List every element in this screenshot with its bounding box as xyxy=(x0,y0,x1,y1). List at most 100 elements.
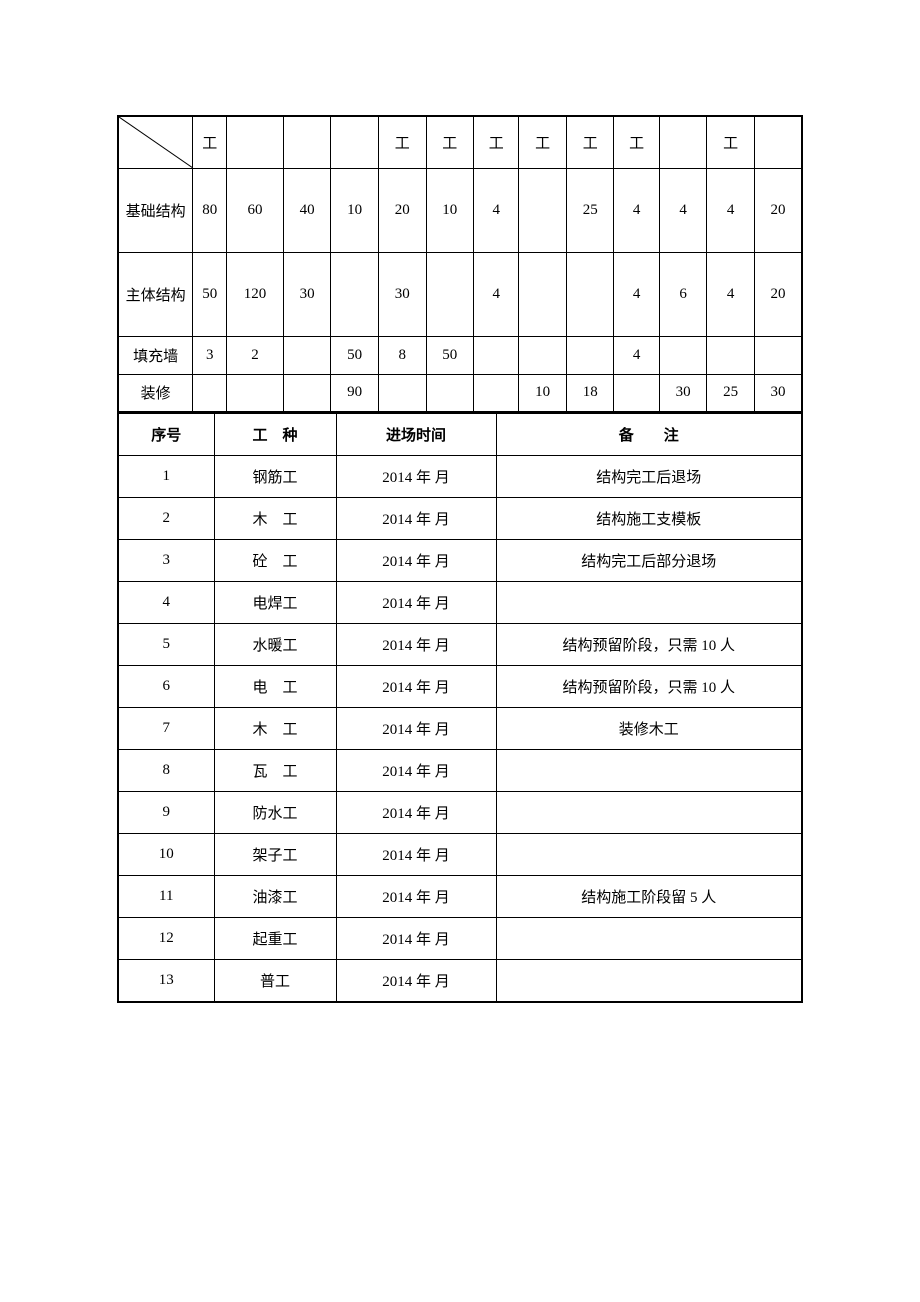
data-cell: 4 xyxy=(659,168,707,252)
table1-header-cell: 工 xyxy=(566,116,614,168)
seq-cell: 5 xyxy=(118,624,214,666)
table2-row: 6电 工2014 年 月结构预留阶段，只需 10 人 xyxy=(118,666,802,708)
seq-cell: 11 xyxy=(118,876,214,918)
table2-row: 1钢筋工2014 年 月结构完工后退场 xyxy=(118,456,802,498)
data-cell: 80 xyxy=(193,168,227,252)
table2-row: 4电焊工2014 年 月 xyxy=(118,582,802,624)
time-cell: 2014 年 月 xyxy=(336,750,496,792)
note-cell: 结构完工后部分退场 xyxy=(496,540,802,582)
type-cell: 电焊工 xyxy=(214,582,336,624)
data-cell: 60 xyxy=(227,168,284,252)
table1-header-cell: 工 xyxy=(707,116,755,168)
data-cell: 10 xyxy=(331,168,379,252)
table2-row: 11油漆工2014 年 月结构施工阶段留 5 人 xyxy=(118,876,802,918)
data-cell xyxy=(474,374,519,412)
data-cell xyxy=(283,374,331,412)
data-cell xyxy=(614,374,659,412)
data-cell: 30 xyxy=(659,374,707,412)
data-cell: 4 xyxy=(614,252,659,336)
seq-cell: 1 xyxy=(118,456,214,498)
data-cell: 25 xyxy=(707,374,755,412)
data-cell xyxy=(331,252,379,336)
time-cell: 2014 年 月 xyxy=(336,624,496,666)
table2-row: 8瓦 工2014 年 月 xyxy=(118,750,802,792)
note-cell xyxy=(496,582,802,624)
data-cell xyxy=(566,252,614,336)
data-cell: 90 xyxy=(331,374,379,412)
data-cell: 4 xyxy=(614,336,659,374)
note-cell xyxy=(496,792,802,834)
data-cell: 4 xyxy=(707,252,755,336)
data-cell: 4 xyxy=(707,168,755,252)
data-cell: 20 xyxy=(754,252,802,336)
data-cell xyxy=(707,336,755,374)
type-cell: 架子工 xyxy=(214,834,336,876)
data-cell: 8 xyxy=(378,336,426,374)
table2-row: 13普工2014 年 月 xyxy=(118,960,802,1002)
seq-cell: 8 xyxy=(118,750,214,792)
note-cell: 结构预留阶段，只需 10 人 xyxy=(496,624,802,666)
data-cell xyxy=(227,374,284,412)
type-cell: 水暖工 xyxy=(214,624,336,666)
data-cell: 2 xyxy=(227,336,284,374)
data-cell xyxy=(754,336,802,374)
col-header-time: 进场时间 xyxy=(336,414,496,456)
time-cell: 2014 年 月 xyxy=(336,582,496,624)
seq-cell: 6 xyxy=(118,666,214,708)
table1-header-cell: 工 xyxy=(474,116,519,168)
seq-cell: 2 xyxy=(118,498,214,540)
table2-row: 12起重工2014 年 月 xyxy=(118,918,802,960)
data-cell: 50 xyxy=(426,336,474,374)
data-cell: 30 xyxy=(283,252,331,336)
table1-row: 基础结构80604010201042544420 xyxy=(118,168,802,252)
table1-header-cell: 工 xyxy=(614,116,659,168)
data-cell xyxy=(519,336,567,374)
data-cell xyxy=(659,336,707,374)
table1-row: 填充墙32508504 xyxy=(118,336,802,374)
worker-schedule-table: 序号 工 种 进场时间 备 注 1钢筋工2014 年 月结构完工后退场2木 工2… xyxy=(117,413,803,1003)
type-cell: 砼 工 xyxy=(214,540,336,582)
note-cell: 装修木工 xyxy=(496,708,802,750)
data-cell: 4 xyxy=(474,168,519,252)
table1-header-cell xyxy=(659,116,707,168)
type-cell: 防水工 xyxy=(214,792,336,834)
data-cell xyxy=(519,168,567,252)
table1-header-cell: 工 xyxy=(378,116,426,168)
row-label: 主体结构 xyxy=(118,252,193,336)
table2-row: 5水暖工2014 年 月结构预留阶段，只需 10 人 xyxy=(118,624,802,666)
type-cell: 瓦 工 xyxy=(214,750,336,792)
data-cell: 10 xyxy=(519,374,567,412)
table2-row: 3砼 工2014 年 月结构完工后部分退场 xyxy=(118,540,802,582)
data-cell: 120 xyxy=(227,252,284,336)
data-cell: 50 xyxy=(331,336,379,374)
table1-header-cell xyxy=(283,116,331,168)
note-cell: 结构完工后退场 xyxy=(496,456,802,498)
time-cell: 2014 年 月 xyxy=(336,708,496,750)
time-cell: 2014 年 月 xyxy=(336,498,496,540)
data-cell: 20 xyxy=(754,168,802,252)
data-cell xyxy=(426,374,474,412)
table1-row: 主体结构501203030446420 xyxy=(118,252,802,336)
seq-cell: 13 xyxy=(118,960,214,1002)
time-cell: 2014 年 月 xyxy=(336,540,496,582)
note-cell xyxy=(496,918,802,960)
type-cell: 油漆工 xyxy=(214,876,336,918)
data-cell: 30 xyxy=(378,252,426,336)
construction-phase-table: 工工工工工工工工 基础结构80604010201042544420主体结构501… xyxy=(117,115,803,413)
type-cell: 木 工 xyxy=(214,708,336,750)
col-header-seq: 序号 xyxy=(118,414,214,456)
type-cell: 钢筋工 xyxy=(214,456,336,498)
note-cell: 结构预留阶段，只需 10 人 xyxy=(496,666,802,708)
data-cell xyxy=(519,252,567,336)
note-cell xyxy=(496,834,802,876)
data-cell: 4 xyxy=(474,252,519,336)
time-cell: 2014 年 月 xyxy=(336,456,496,498)
note-cell: 结构施工阶段留 5 人 xyxy=(496,876,802,918)
seq-cell: 3 xyxy=(118,540,214,582)
time-cell: 2014 年 月 xyxy=(336,918,496,960)
document-page: 工工工工工工工工 基础结构80604010201042544420主体结构501… xyxy=(117,115,803,1003)
data-cell xyxy=(474,336,519,374)
row-label: 填充墙 xyxy=(118,336,193,374)
data-cell xyxy=(426,252,474,336)
data-cell xyxy=(378,374,426,412)
